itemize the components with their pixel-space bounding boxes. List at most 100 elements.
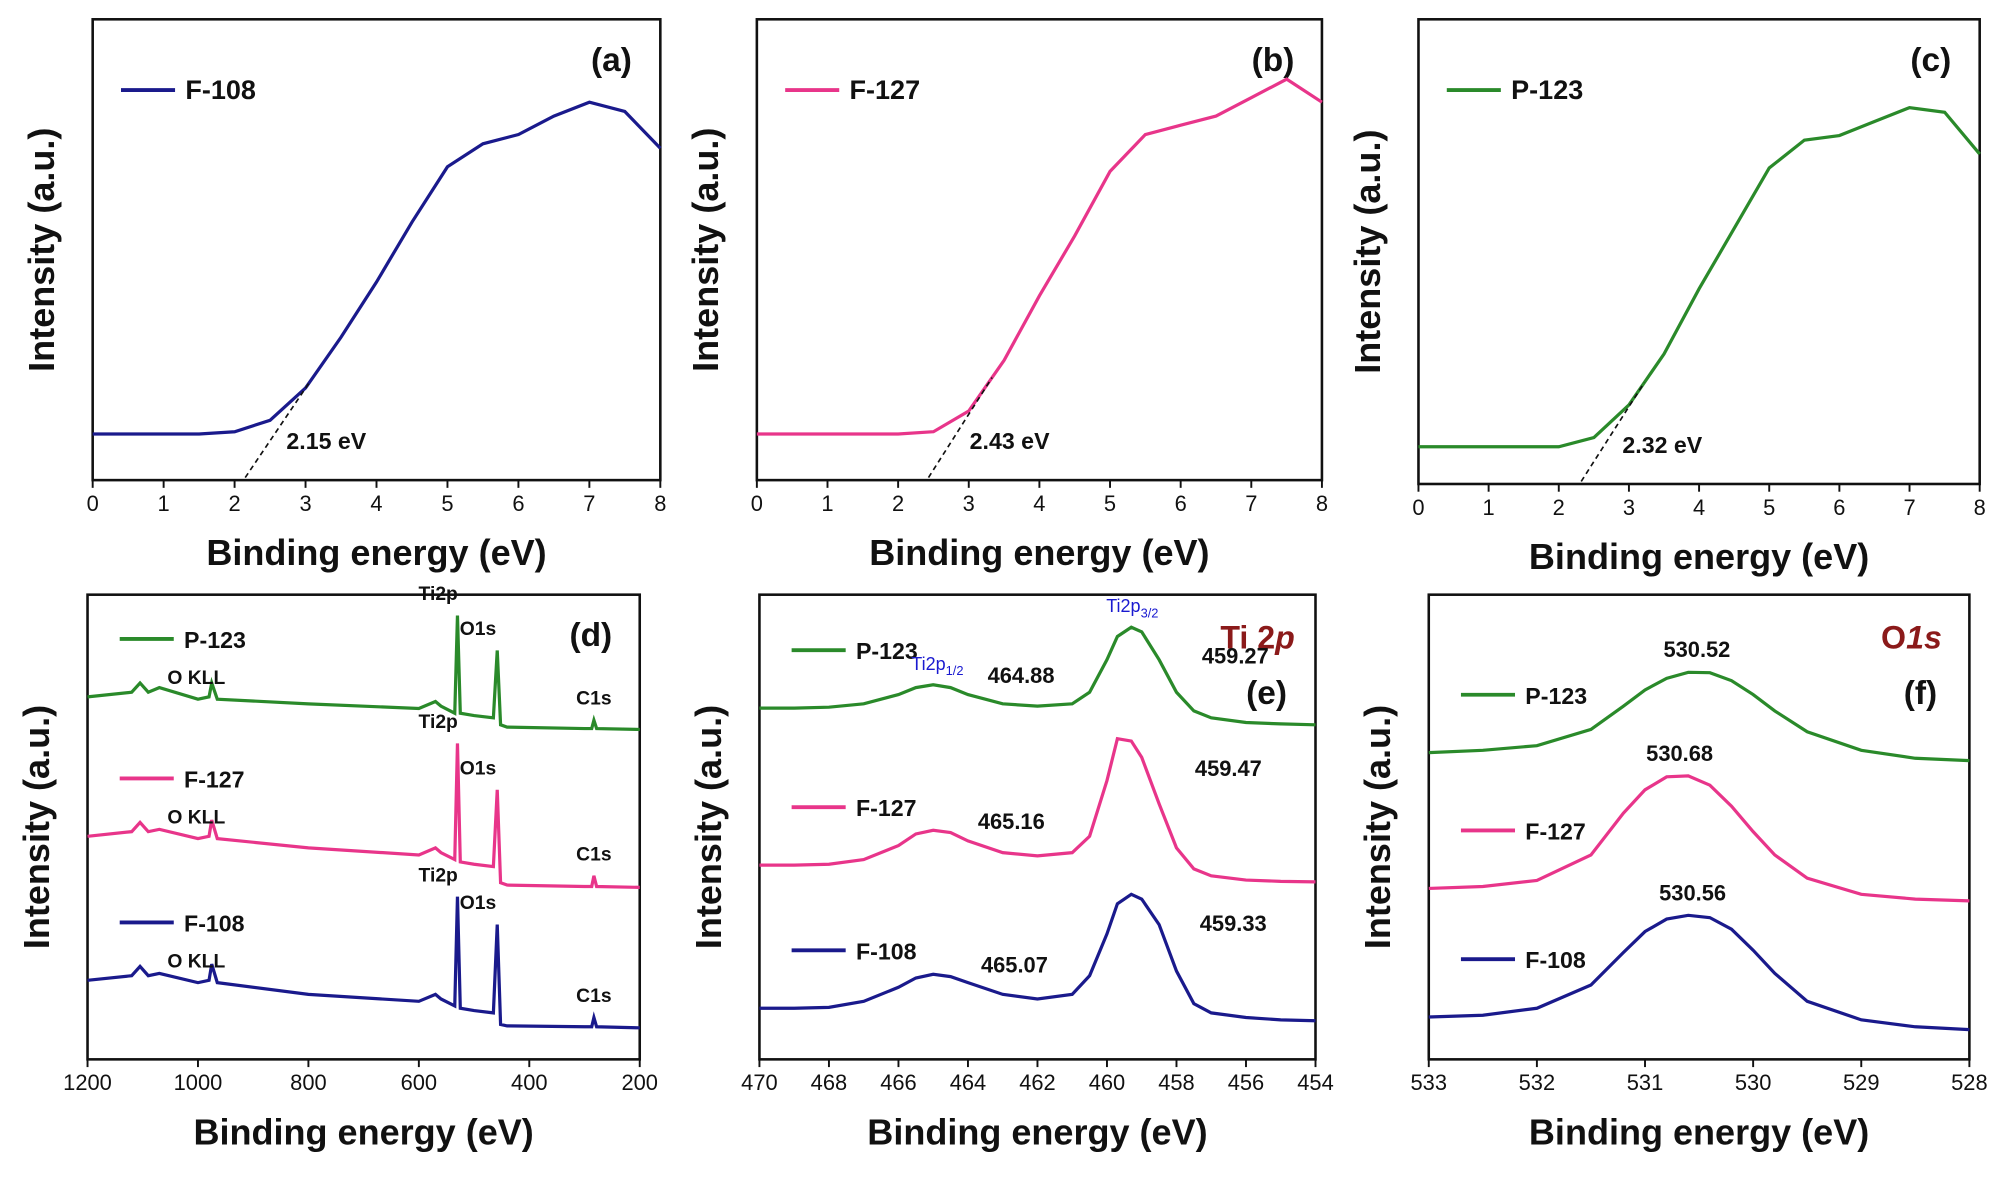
legend-label: F-127	[184, 766, 244, 792]
x-tick-label: 0	[751, 491, 763, 516]
x-tick-label: 0	[1412, 495, 1424, 520]
legend-label: F-108	[184, 910, 245, 936]
x-tick-label: 456	[1228, 1070, 1264, 1095]
legend-label: F-127	[856, 795, 916, 821]
peak-value: 465.07	[981, 952, 1048, 977]
legend-label: P-123	[856, 638, 918, 664]
peak-name: Ti2p	[419, 712, 458, 733]
series-line	[759, 892, 1316, 1023]
x-tick-label: 1000	[174, 1070, 223, 1095]
plot-frame	[1427, 593, 1971, 1061]
legend-label: F-127	[850, 75, 921, 105]
x-tick-label: 531	[1627, 1070, 1663, 1095]
x-tick-label: 5	[441, 491, 453, 516]
y-axis-title: Intensity (a.u.)	[685, 128, 726, 372]
tangent-line	[927, 377, 993, 478]
tangent-line	[244, 382, 310, 479]
x-tick-label: 1200	[63, 1070, 112, 1095]
plot-frame	[1417, 18, 1981, 486]
x-tick-label: 454	[1297, 1070, 1333, 1095]
legend-label: P-123	[184, 627, 246, 653]
panel-label: (d)	[569, 617, 612, 654]
x-tick-label: 3	[1623, 495, 1635, 520]
x-axis-title: Binding energy (eV)	[206, 532, 546, 573]
peak-value: 464.88	[988, 663, 1055, 688]
x-tick-label: 4	[1693, 495, 1705, 520]
peak-value: 530.68	[1646, 741, 1713, 766]
series-line	[1418, 105, 1981, 449]
peak-value: 459.47	[1195, 756, 1262, 781]
tangent-line	[1580, 382, 1646, 482]
series-line	[1428, 774, 1970, 903]
x-tick-label: 470	[741, 1070, 777, 1095]
peak-value: 465.16	[978, 809, 1045, 834]
legend-label: P-123	[1525, 683, 1587, 709]
peak-value: 459.27	[1202, 644, 1269, 669]
panel-label: (a)	[591, 42, 632, 79]
peak-name-sub: 1/2	[946, 663, 964, 678]
x-tick-label: 532	[1519, 1070, 1555, 1095]
peak-name: O KLL	[167, 668, 225, 689]
series-line	[92, 100, 662, 436]
x-tick-label: 2	[892, 491, 904, 516]
x-tick-label: 4	[1033, 491, 1045, 516]
peak-name: O1s	[460, 758, 496, 779]
x-axis-title: Binding energy (eV)	[1529, 536, 1869, 577]
peak-name: C1s	[576, 689, 611, 710]
panel-heading: O1s	[1881, 620, 1942, 656]
panel-heading: Ti 2p	[1220, 620, 1294, 656]
peak-value: 530.52	[1663, 637, 1730, 662]
series-line	[87, 896, 640, 1030]
x-tick-label: 466	[880, 1070, 916, 1095]
heading-italic: p	[1274, 620, 1295, 656]
x-axis-title: Binding energy (eV)	[193, 1111, 533, 1152]
x-tick-label: 528	[1951, 1070, 1987, 1095]
peak-name: Ti2p1/2	[911, 654, 963, 678]
peak-name-sub: 3/2	[1141, 605, 1159, 620]
x-tick-label: 0	[87, 491, 99, 516]
legend-label: F-108	[185, 75, 256, 105]
series-line	[1428, 913, 1970, 1032]
series-line	[1428, 670, 1970, 763]
x-tick-label: 7	[1245, 491, 1257, 516]
peak-value: 530.56	[1659, 880, 1726, 905]
plot-frame	[755, 18, 1324, 482]
x-tick-label: 6	[1833, 495, 1845, 520]
x-axis-title: Binding energy (eV)	[867, 1111, 1207, 1152]
x-tick-label: 468	[811, 1070, 847, 1095]
panel-label: (b)	[1252, 42, 1295, 79]
x-tick-label: 800	[290, 1070, 326, 1095]
x-tick-label: 1	[1483, 495, 1495, 520]
y-axis-title: Intensity (a.u.)	[1357, 705, 1398, 949]
x-tick-label: 7	[583, 491, 595, 516]
peak-name: Ti2p	[419, 584, 458, 605]
peak-name-main: Ti2p	[911, 654, 945, 674]
series-line	[87, 615, 640, 732]
peak-name-main: Ti2p	[1106, 596, 1140, 616]
x-tick-label: 464	[950, 1070, 986, 1095]
legend-label: F-108	[856, 938, 917, 964]
heading-italic: 1s	[1906, 620, 1942, 656]
x-tick-label: 530	[1735, 1070, 1771, 1095]
heading-text: O	[1881, 620, 1906, 656]
peak-name: O KLL	[167, 807, 225, 828]
peak-name: C1s	[576, 844, 611, 865]
x-tick-label: 5	[1763, 495, 1775, 520]
annotation: 2.15 eV	[286, 428, 366, 454]
annotation: 2.43 eV	[970, 428, 1050, 454]
y-axis-title: Intensity (a.u.)	[21, 128, 62, 372]
panel-label: (f)	[1904, 675, 1937, 712]
legend-label: F-108	[1525, 947, 1586, 973]
x-tick-label: 7	[1903, 495, 1915, 520]
x-tick-label: 4	[370, 491, 382, 516]
plot-frame	[91, 18, 662, 482]
x-tick-label: 200	[621, 1070, 657, 1095]
x-tick-label: 8	[1316, 491, 1328, 516]
legend-label: P-123	[1511, 75, 1583, 105]
x-tick-label: 5	[1104, 491, 1116, 516]
x-tick-label: 8	[654, 491, 666, 516]
peak-name: Ti2p3/2	[1106, 596, 1158, 620]
series-line	[87, 743, 640, 889]
